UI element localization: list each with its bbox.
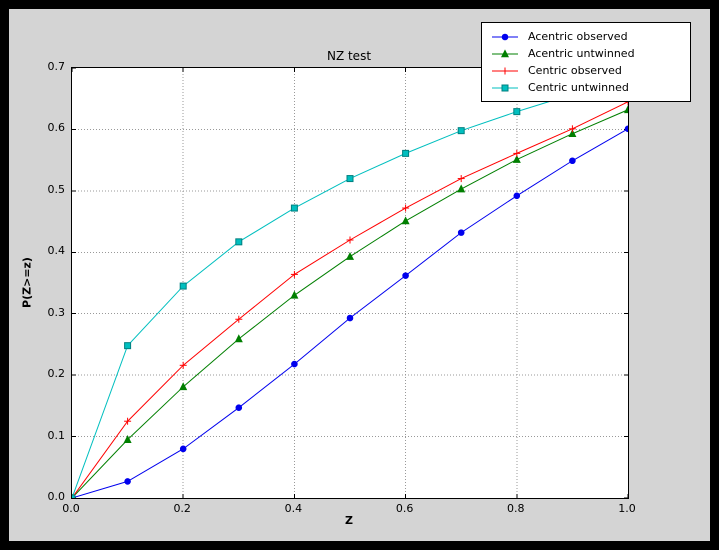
legend-entry: Centric untwinned bbox=[488, 79, 684, 96]
legend-sample-line-icon bbox=[492, 84, 518, 91]
legend-entry: Acentric untwinned bbox=[488, 45, 684, 62]
chart-plot-svg bbox=[72, 68, 628, 498]
legend-label: Centric observed bbox=[528, 64, 622, 77]
legend-label: Acentric observed bbox=[528, 30, 628, 43]
x-tick-label: 0.8 bbox=[507, 502, 525, 515]
x-tick-label: 0.4 bbox=[284, 502, 303, 515]
y-tick-label: 0.2 bbox=[47, 367, 66, 381]
legend-label: Centric untwinned bbox=[528, 81, 629, 94]
chart-title: NZ test bbox=[326, 49, 372, 63]
plot-area bbox=[71, 67, 629, 499]
x-tick-label: 0.0 bbox=[62, 502, 80, 515]
y-tick-label: 0.3 bbox=[47, 305, 66, 319]
y-axis-label: P(Z>=z) bbox=[20, 257, 34, 308]
y-tick-label: 0.7 bbox=[47, 60, 66, 73]
legend-sample-line-icon bbox=[492, 67, 518, 74]
legend-label: Acentric untwinned bbox=[528, 47, 635, 60]
y-tick-label: 0.0 bbox=[47, 490, 66, 503]
legend-entry: Acentric observed bbox=[488, 28, 684, 45]
x-tick-label: 1.0 bbox=[618, 502, 636, 515]
y-tick-label: 0.1 bbox=[47, 428, 66, 442]
y-tick-label: 0.5 bbox=[47, 182, 66, 196]
y-tick-label: 0.6 bbox=[47, 121, 66, 135]
legend-entry: Centric observed bbox=[488, 62, 684, 79]
y-tick-label: 0.4 bbox=[47, 244, 66, 258]
x-tick-label: 0.2 bbox=[173, 502, 191, 515]
figure-canvas: NZ test P(Z>=z) Z Acentric observed Acen… bbox=[9, 9, 710, 541]
x-axis-label: Z bbox=[345, 514, 353, 527]
legend-sample-line-icon bbox=[492, 48, 518, 57]
legend-sample-line-icon bbox=[492, 33, 518, 40]
x-tick-label: 0.6 bbox=[395, 502, 414, 515]
legend: Acentric observed Acentric untwinned Cen… bbox=[481, 22, 691, 102]
